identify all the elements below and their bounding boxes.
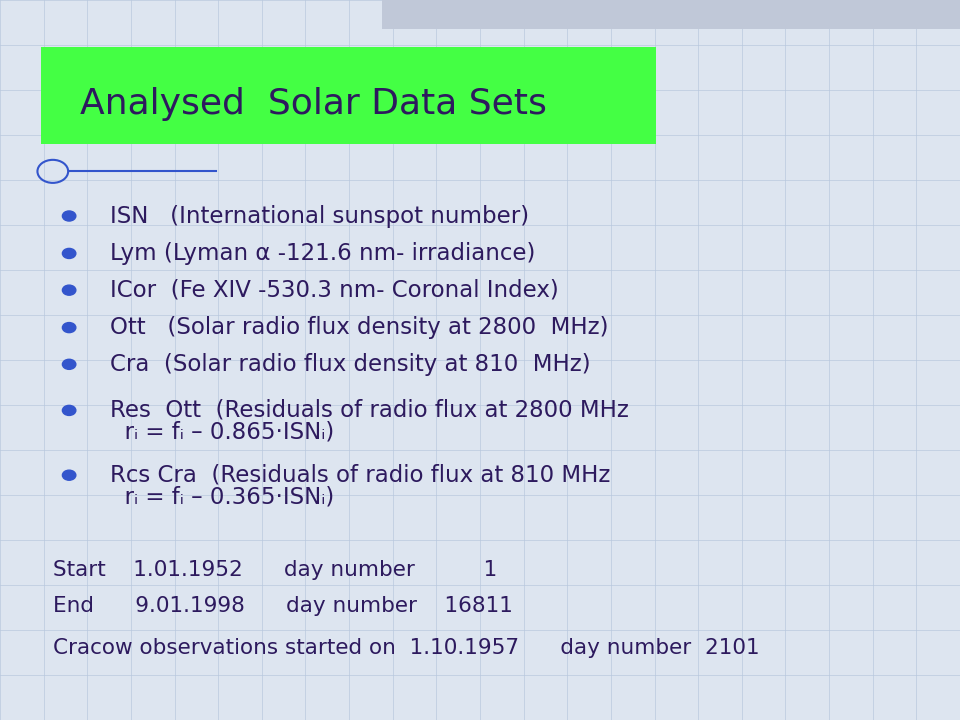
Text: Lym (Lyman α -121.6 nm- irradiance): Lym (Lyman α -121.6 nm- irradiance) [110, 242, 536, 265]
Text: Cra  (Solar radio flux density at 810  MHz): Cra (Solar radio flux density at 810 MHz… [110, 353, 591, 376]
Text: Rcs Cra  (Residuals of radio flux at 810 MHz: Rcs Cra (Residuals of radio flux at 810 … [110, 464, 611, 487]
Circle shape [62, 285, 76, 295]
Circle shape [62, 248, 76, 258]
Text: Res  Ott  (Residuals of radio flux at 2800 MHz: Res Ott (Residuals of radio flux at 2800… [110, 399, 629, 422]
Text: Analysed  Solar Data Sets: Analysed Solar Data Sets [80, 87, 546, 122]
Circle shape [62, 470, 76, 480]
FancyBboxPatch shape [41, 47, 656, 144]
Text: Cracow observations started on  1.10.1957      day number  2101: Cracow observations started on 1.10.1957… [53, 638, 759, 658]
FancyBboxPatch shape [382, 0, 960, 29]
Text: Start    1.01.1952      day number          1: Start 1.01.1952 day number 1 [53, 560, 497, 580]
Circle shape [62, 211, 76, 221]
Circle shape [62, 323, 76, 333]
Text: rᵢ = fᵢ – 0.365·ISNᵢ): rᵢ = fᵢ – 0.365·ISNᵢ) [110, 485, 335, 508]
Circle shape [62, 359, 76, 369]
Text: Ott   (Solar radio flux density at 2800  MHz): Ott (Solar radio flux density at 2800 MH… [110, 316, 609, 339]
Text: ICor  (Fe XIV -530.3 nm- Coronal Index): ICor (Fe XIV -530.3 nm- Coronal Index) [110, 279, 559, 302]
Circle shape [62, 405, 76, 415]
Text: End      9.01.1998      day number    16811: End 9.01.1998 day number 16811 [53, 596, 513, 616]
Text: rᵢ = fᵢ – 0.865·ISNᵢ): rᵢ = fᵢ – 0.865·ISNᵢ) [110, 420, 335, 444]
Text: ISN   (International sunspot number): ISN (International sunspot number) [110, 204, 530, 228]
